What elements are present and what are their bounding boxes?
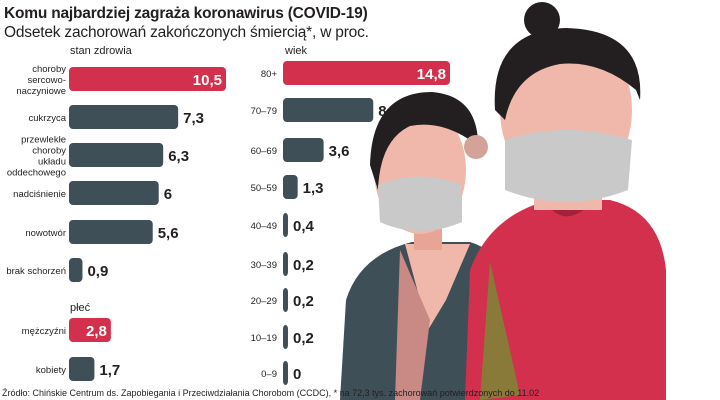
bar bbox=[283, 252, 288, 276]
category-label: 80+ bbox=[261, 69, 278, 80]
category-label: 70–79 bbox=[251, 106, 277, 117]
category-label: 40–49 bbox=[251, 221, 277, 232]
category-label: 10–19 bbox=[251, 333, 277, 344]
data-label: 6 bbox=[164, 186, 172, 203]
data-label: 2,8 bbox=[86, 323, 107, 340]
category-label: cukrzyca bbox=[29, 113, 67, 124]
panel-title-age: wiek bbox=[285, 45, 308, 57]
category-label: przewlekłe choroby układu oddechowego bbox=[7, 135, 66, 179]
data-label: 0,2 bbox=[293, 293, 314, 310]
bar bbox=[69, 67, 226, 91]
chart-subtitle: Odsetek zachorowań zakończonych śmiercią… bbox=[4, 24, 369, 41]
panel-title-health: stan zdrowia bbox=[70, 45, 132, 57]
category-label: 60–69 bbox=[251, 146, 277, 157]
category-label: 30–39 bbox=[251, 260, 277, 271]
category-label: nadciśnienie bbox=[13, 189, 66, 200]
bar bbox=[283, 325, 288, 349]
category-label: kobiety bbox=[36, 365, 66, 376]
data-label: 0,2 bbox=[293, 257, 314, 274]
bar bbox=[283, 175, 298, 199]
data-label: 1,3 bbox=[303, 180, 324, 197]
data-label: 5,6 bbox=[158, 225, 179, 242]
bar bbox=[283, 288, 288, 312]
chart-title: Komu najbardziej zagraża koronawirus (CO… bbox=[4, 5, 368, 22]
data-label: 1,7 bbox=[99, 362, 120, 379]
category-label: mężczyźni bbox=[22, 326, 66, 337]
bar bbox=[69, 220, 153, 244]
bar bbox=[283, 213, 288, 237]
category-label: brak schorzeń bbox=[6, 266, 66, 277]
data-label: 14,8 bbox=[417, 66, 446, 83]
data-label: 6,3 bbox=[168, 148, 189, 165]
bar bbox=[69, 105, 179, 129]
data-label: 0 bbox=[293, 366, 301, 383]
category-label: 0–9 bbox=[261, 369, 277, 380]
source-note: Źródło: Chińskie Centrum ds. Zapobiegani… bbox=[2, 388, 540, 398]
data-label: 10,5 bbox=[193, 72, 222, 89]
bar bbox=[69, 181, 159, 205]
category-label: 50–59 bbox=[251, 183, 277, 194]
bar bbox=[69, 258, 83, 282]
data-label: 0,9 bbox=[87, 263, 108, 280]
category-label: 20–29 bbox=[251, 296, 277, 307]
bar bbox=[69, 357, 95, 381]
bar bbox=[283, 138, 324, 162]
data-label: 0,2 bbox=[293, 330, 314, 347]
category-label: nowotwór bbox=[25, 228, 66, 239]
bar bbox=[283, 98, 374, 122]
bar bbox=[69, 318, 111, 342]
data-label: 3,6 bbox=[329, 143, 350, 160]
bar bbox=[283, 61, 450, 85]
bar bbox=[283, 361, 288, 385]
data-label: 8 bbox=[378, 103, 386, 120]
data-label: 7,3 bbox=[183, 110, 204, 127]
panel-title-sex: płeć bbox=[70, 302, 91, 314]
data-label: 0,4 bbox=[293, 218, 315, 235]
bar bbox=[69, 143, 164, 167]
category-label: choroby sercowo-naczyniowe bbox=[16, 64, 66, 97]
